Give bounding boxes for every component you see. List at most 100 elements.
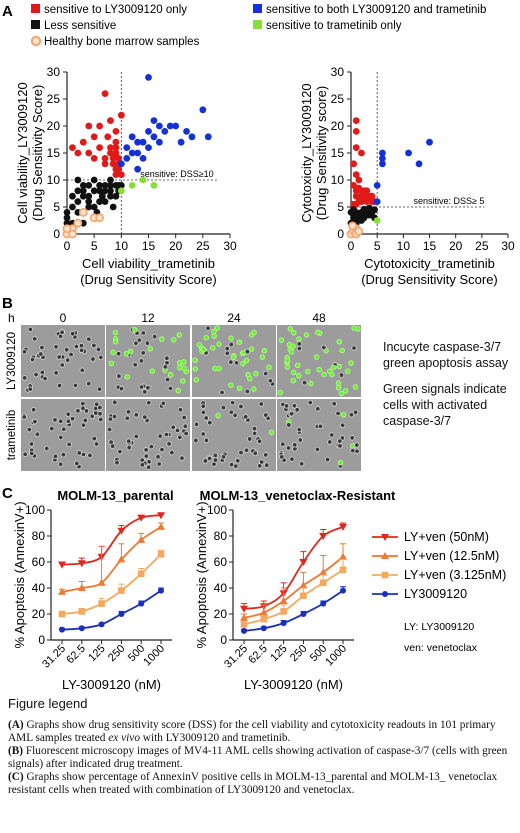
cell-apoptotic [314, 329, 321, 336]
x-tick-label: 1000 [323, 643, 349, 669]
cell-apoptotic [304, 368, 311, 375]
y-tick-label: 40 [32, 581, 46, 595]
cell-apoptotic [345, 368, 351, 374]
cell [133, 340, 139, 346]
cell [28, 441, 35, 447]
data-point [300, 592, 307, 600]
cell-apoptotic [335, 385, 342, 391]
data-point [158, 587, 164, 594]
cell [263, 412, 269, 418]
legend-text-a2: with LY3009120 and trametinib. [139, 732, 291, 744]
cell [297, 437, 303, 443]
micro-time-label: 0 [60, 311, 67, 325]
cell [146, 464, 152, 470]
cell [238, 449, 244, 456]
point-blue [123, 144, 131, 152]
cell [232, 412, 238, 418]
cell [136, 337, 143, 343]
cell [182, 423, 189, 429]
cell [205, 325, 211, 331]
cell [61, 426, 67, 432]
cell-apoptotic [159, 336, 165, 342]
cell-apoptotic [259, 354, 266, 360]
cell [164, 376, 171, 383]
y-tick-label: 80 [214, 529, 228, 543]
threshold-label: sensitive: DSS≥ 5 [413, 196, 484, 206]
series-line [243, 589, 344, 632]
point-blue [373, 198, 381, 206]
cell-apoptotic [339, 347, 345, 354]
series-line [61, 526, 162, 593]
y-tick-label: 25 [331, 92, 345, 106]
point-red [117, 171, 125, 179]
point-red [79, 138, 87, 146]
cell [78, 342, 85, 349]
cell-apoptotic [290, 343, 296, 349]
data-point [320, 600, 327, 607]
cell [348, 412, 355, 418]
y-axis-label-2: (Drug Sensitivity score) [314, 86, 329, 220]
cell [224, 350, 231, 357]
point-black [85, 182, 93, 189]
cell [132, 362, 138, 368]
data-point [280, 620, 287, 627]
x-axis-label: LY-3009120 (nM) [244, 677, 343, 692]
point-blue [123, 155, 131, 162]
cell [80, 405, 86, 412]
cell [238, 403, 244, 410]
cell [288, 411, 295, 417]
point-black [79, 182, 87, 189]
chart-title: MOLM-13_venetoclax-Resistant [200, 488, 396, 503]
data-point [279, 597, 288, 604]
cell-apoptotic [192, 366, 198, 372]
cell [76, 450, 82, 456]
point-red [69, 144, 76, 152]
cell [140, 350, 146, 356]
cell [279, 454, 285, 460]
cell [74, 460, 80, 467]
cell [75, 408, 81, 414]
point-blue [379, 149, 386, 157]
cell [289, 456, 295, 462]
point-blue [145, 127, 152, 135]
cell [27, 386, 33, 392]
cell [324, 456, 331, 463]
data-point [339, 566, 347, 574]
cell [243, 447, 250, 453]
cell [337, 438, 343, 444]
point-red [358, 149, 365, 157]
point-red [107, 144, 114, 152]
point-blue [379, 160, 386, 168]
point-red [109, 160, 117, 168]
cell-apoptotic [171, 337, 177, 343]
cell-apoptotic [296, 336, 302, 342]
cell [138, 358, 145, 364]
cell-apoptotic [210, 345, 216, 351]
point-red [117, 111, 125, 119]
micro-row-label: LY3009120 [6, 332, 18, 390]
cell [91, 342, 97, 349]
cell [21, 414, 27, 420]
cell-apoptotic [337, 459, 344, 466]
point-red [350, 182, 358, 189]
y-tick-label: 0 [337, 227, 344, 241]
x-tick-label: 0 [64, 239, 71, 253]
cell-apoptotic [308, 380, 314, 387]
point-black [79, 192, 87, 200]
point-red [355, 176, 363, 184]
point-red [115, 155, 123, 162]
legend-label-blue: sensitive to both LY3009120 and trametin… [266, 4, 486, 16]
point-black [69, 192, 76, 200]
cell [169, 449, 175, 456]
point-black [347, 209, 355, 216]
x-tick-label: 10 [115, 239, 129, 253]
point-blue [426, 138, 433, 146]
data-point [299, 581, 308, 589]
cell-apoptotic [124, 374, 130, 380]
cell [200, 409, 207, 416]
cell [138, 384, 145, 390]
cell-apoptotic [351, 325, 357, 331]
cell [49, 425, 55, 432]
point-red [363, 192, 371, 200]
point-black [85, 203, 93, 211]
